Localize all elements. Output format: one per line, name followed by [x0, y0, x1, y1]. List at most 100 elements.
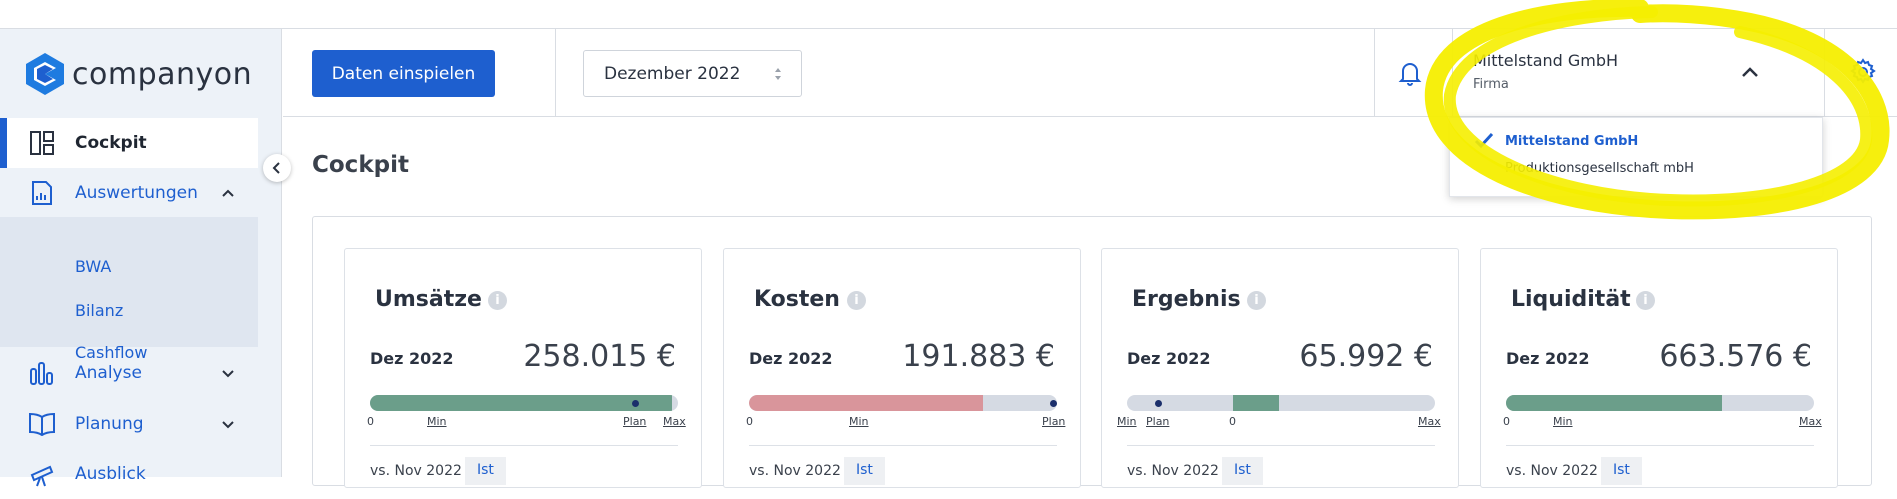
axis-label-zero: 0 [1503, 415, 1510, 428]
card-period: Dez 2022 [749, 349, 833, 368]
progress-fill [1233, 395, 1279, 411]
progress-fill [1506, 395, 1722, 411]
card-divider [1127, 445, 1435, 446]
bar-chart-icon [28, 359, 56, 387]
check-icon [1474, 132, 1494, 149]
logo-text: companyon [72, 56, 253, 92]
chevron-left-icon [272, 162, 280, 174]
kpi-card-kosten: Kosten i Dez 2022 191.883 € 0 Min Plan v… [723, 248, 1081, 488]
import-data-button[interactable]: Daten einspielen [312, 50, 495, 97]
company-name: Mittelstand GmbH [1473, 51, 1619, 70]
header-divider [555, 29, 556, 117]
info-icon[interactable]: i [488, 291, 507, 310]
card-value: 663.576 € [1659, 339, 1812, 374]
progress-track [1506, 395, 1814, 411]
compare-tag[interactable]: Ist [844, 457, 885, 485]
plan-marker [1155, 400, 1162, 407]
company-option-subtitle: Produktionsgesellschaft mbH [1505, 161, 1694, 176]
company-select[interactable]: Mittelstand GmbH Firma [1453, 29, 1805, 117]
sidebar-collapse-button[interactable] [263, 154, 291, 182]
page-title: Cockpit [312, 152, 409, 178]
axis-label-min: Min [427, 415, 447, 428]
chevron-down-icon [222, 370, 234, 378]
logo[interactable]: companyon [24, 49, 252, 99]
axis-label-plan: Plan [1146, 415, 1170, 428]
telescope-icon [28, 460, 56, 488]
sidebar-item-label: Ausblick [75, 464, 146, 484]
chevron-down-icon [222, 421, 234, 429]
progress-fill [370, 395, 672, 411]
card-value: 258.015 € [523, 339, 676, 374]
header: Daten einspielen Dezember 2022 Mittelsta… [283, 29, 1897, 117]
kpi-card-umsaetze: Umsätze i Dez 2022 258.015 € 0 Min Plan … [344, 248, 702, 488]
sort-updown-icon [775, 68, 781, 80]
axis-label-zero: 0 [1229, 415, 1236, 428]
sidebar-subitem-bwa[interactable]: BWA [75, 257, 112, 276]
progress-track [370, 395, 678, 411]
gear-icon[interactable] [1848, 57, 1878, 87]
month-select[interactable]: Dezember 2022 [583, 50, 802, 97]
sidebar-item-label: Auswertungen [75, 183, 198, 203]
companyon-logo-icon [26, 53, 64, 95]
sidebar-item-ausblick[interactable]: Ausblick [0, 449, 258, 499]
compare-period: vs. Nov 2022 [370, 463, 462, 479]
card-period: Dez 2022 [370, 349, 454, 368]
sidebar-item-cockpit[interactable]: Cockpit [0, 118, 258, 168]
book-open-icon [28, 410, 56, 438]
sidebar: companyon Cockpit Auswertungen BWA Bilan… [0, 29, 282, 487]
info-icon[interactable]: i [1636, 291, 1655, 310]
compare-tag[interactable]: Ist [1601, 457, 1642, 485]
sidebar-item-auswertungen[interactable]: Auswertungen [0, 168, 258, 218]
plan-marker [1050, 400, 1057, 407]
company-option-name: Mittelstand GmbH [1505, 134, 1639, 149]
card-period: Dez 2022 [1127, 349, 1211, 368]
compare-tag[interactable]: Ist [465, 457, 506, 485]
progress-fill [749, 395, 983, 411]
sidebar-item-label: Planung [75, 414, 144, 434]
card-value: 191.883 € [902, 339, 1055, 374]
card-title: Umsätze [375, 287, 482, 312]
axis-label-plan: Plan [623, 415, 647, 428]
progress-track [749, 395, 1057, 411]
sidebar-subitem-bilanz[interactable]: Bilanz [75, 301, 124, 320]
compare-tag[interactable]: Ist [1222, 457, 1263, 485]
axis-label-zero: 0 [367, 415, 374, 428]
compare-period: vs. Nov 2022 [749, 463, 841, 479]
info-icon[interactable]: i [847, 291, 866, 310]
company-dropdown: Mittelstand GmbH Produktionsgesellschaft… [1449, 117, 1823, 197]
axis-label-max: Max [663, 415, 686, 428]
axis-label-min: Min [1117, 415, 1137, 428]
card-value: 65.992 € [1299, 339, 1433, 374]
submenu-auswertungen: BWA Bilanz Cashflow [0, 217, 258, 362]
progress-track [1127, 395, 1435, 411]
plan-marker [632, 400, 639, 407]
axis-label-max: Max [1418, 415, 1441, 428]
company-type: Firma [1473, 77, 1509, 92]
month-select-value: Dezember 2022 [604, 64, 741, 84]
sidebar-item-label: Cockpit [75, 133, 147, 153]
card-divider [749, 445, 1057, 446]
axis-label-zero: 0 [746, 415, 753, 428]
card-divider [1506, 445, 1814, 446]
sidebar-subitem-cashflow[interactable]: Cashflow [75, 343, 148, 362]
card-divider [370, 445, 678, 446]
axis-label-min: Min [1553, 415, 1573, 428]
axis-label-min: Min [849, 415, 869, 428]
card-title: Kosten [754, 287, 840, 312]
kpi-card-liquiditaet: Liquidität i Dez 2022 663.576 € 0 Min Ma… [1480, 248, 1838, 488]
dashboard-icon [28, 129, 56, 157]
sidebar-item-planung[interactable]: Planung [0, 399, 258, 449]
axis-label-max: Max [1799, 415, 1822, 428]
card-title: Liquidität [1511, 287, 1631, 312]
axis-label-plan: Plan [1042, 415, 1066, 428]
bell-icon[interactable] [1397, 59, 1423, 87]
header-divider [1824, 29, 1825, 117]
compare-period: vs. Nov 2022 [1127, 463, 1219, 479]
info-icon[interactable]: i [1247, 291, 1266, 310]
top-strip [0, 0, 1897, 29]
chevron-up-icon [222, 189, 234, 197]
company-option[interactable]: Mittelstand GmbH Produktionsgesellschaft… [1450, 132, 1820, 184]
sidebar-item-analyse[interactable]: Analyse [0, 348, 258, 398]
report-icon [28, 179, 56, 207]
compare-period: vs. Nov 2022 [1506, 463, 1598, 479]
